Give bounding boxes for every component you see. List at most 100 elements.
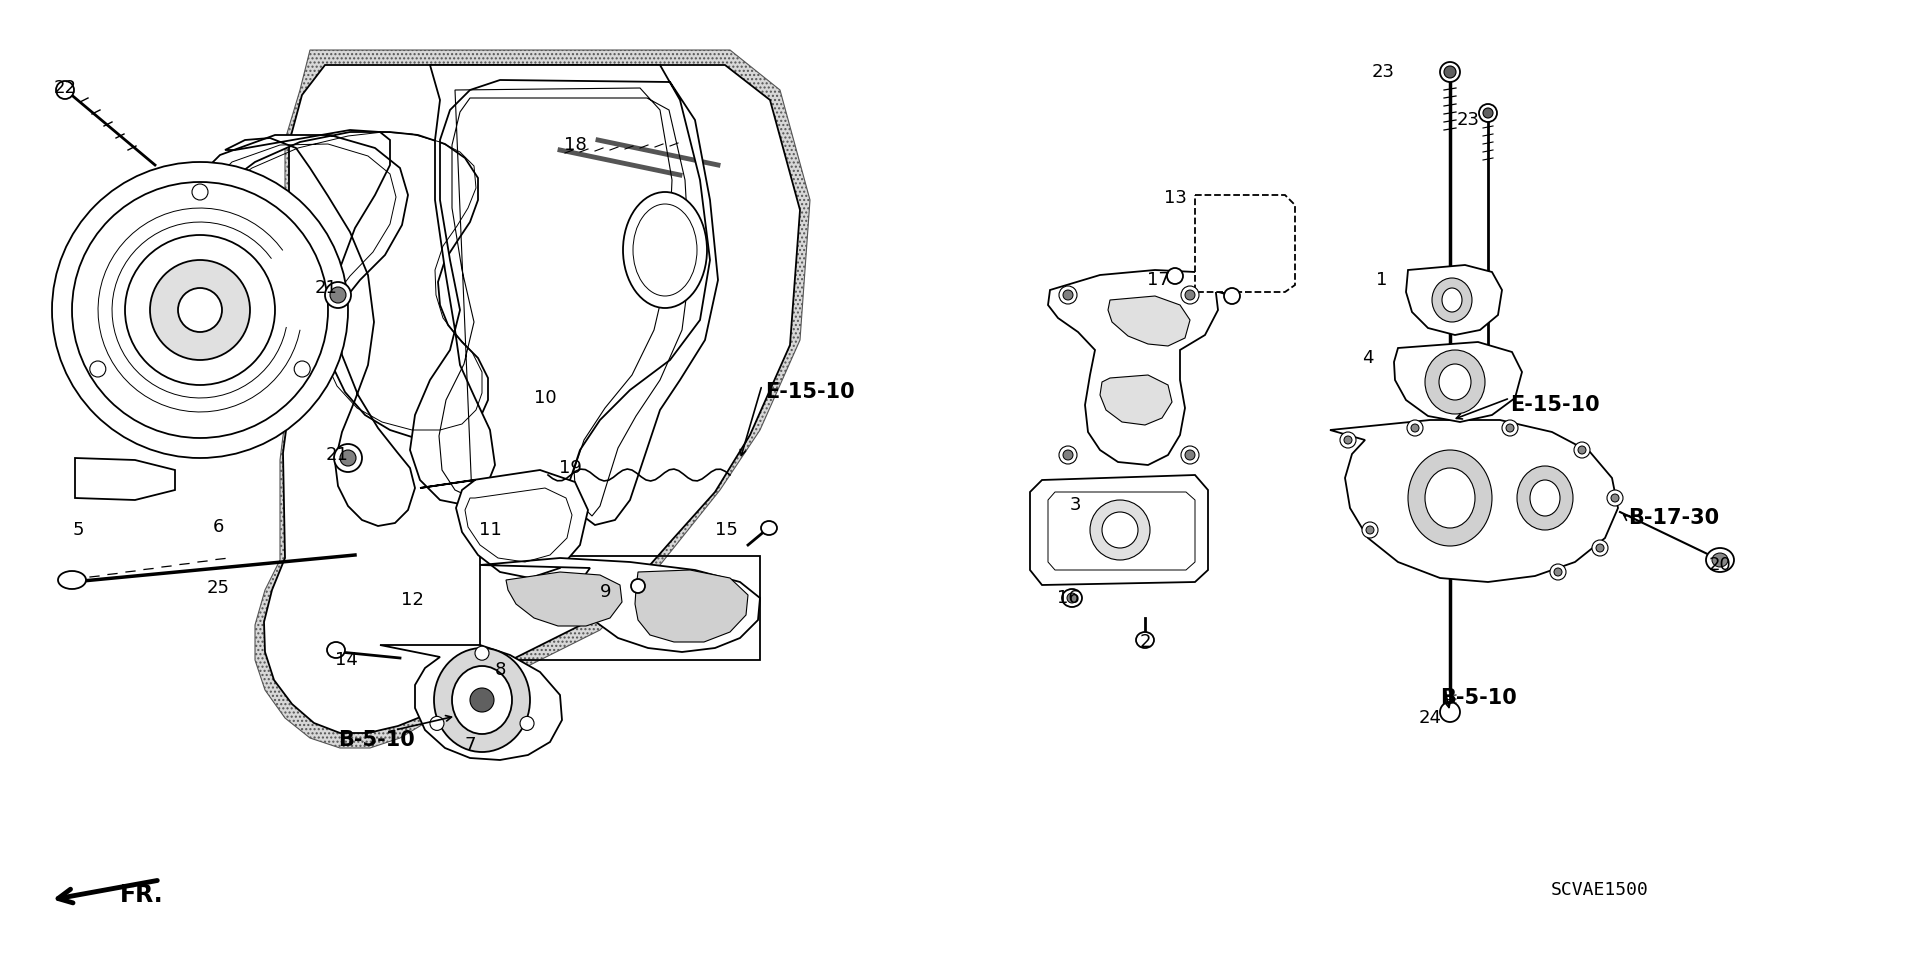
- Ellipse shape: [470, 688, 493, 712]
- Text: 23: 23: [1457, 111, 1480, 129]
- Polygon shape: [1048, 270, 1217, 465]
- Text: 21: 21: [326, 446, 348, 464]
- Polygon shape: [1405, 265, 1501, 335]
- Ellipse shape: [474, 647, 490, 660]
- Text: 18: 18: [564, 136, 586, 154]
- Ellipse shape: [1181, 446, 1198, 464]
- Text: E-15-10: E-15-10: [764, 382, 854, 402]
- Text: E-15-10: E-15-10: [1509, 395, 1599, 415]
- Polygon shape: [636, 570, 749, 642]
- Ellipse shape: [294, 361, 311, 377]
- Ellipse shape: [330, 287, 346, 303]
- Ellipse shape: [90, 361, 106, 377]
- Ellipse shape: [1432, 278, 1473, 322]
- Polygon shape: [1331, 420, 1619, 582]
- Ellipse shape: [1425, 350, 1484, 414]
- Ellipse shape: [520, 717, 534, 730]
- Ellipse shape: [1365, 526, 1375, 534]
- Text: 25: 25: [207, 579, 230, 597]
- Ellipse shape: [1442, 288, 1461, 312]
- Text: 9: 9: [601, 583, 612, 601]
- Ellipse shape: [1517, 466, 1572, 530]
- Ellipse shape: [334, 444, 363, 472]
- Ellipse shape: [1102, 512, 1139, 548]
- Text: 10: 10: [534, 389, 557, 407]
- Ellipse shape: [1340, 432, 1356, 448]
- Ellipse shape: [52, 162, 348, 458]
- Ellipse shape: [430, 717, 444, 730]
- Ellipse shape: [1344, 436, 1352, 444]
- Ellipse shape: [622, 192, 707, 308]
- Text: 24: 24: [1419, 709, 1442, 727]
- Ellipse shape: [324, 282, 351, 308]
- Text: FR.: FR.: [119, 883, 163, 907]
- Ellipse shape: [451, 666, 513, 734]
- Ellipse shape: [760, 521, 778, 535]
- Text: 12: 12: [401, 591, 424, 609]
- Ellipse shape: [1574, 442, 1590, 458]
- Ellipse shape: [1064, 450, 1073, 460]
- Polygon shape: [75, 458, 175, 500]
- Ellipse shape: [1611, 494, 1619, 502]
- Ellipse shape: [1592, 540, 1609, 556]
- Text: 19: 19: [559, 459, 582, 477]
- Text: 23: 23: [1371, 63, 1394, 81]
- Ellipse shape: [179, 288, 223, 332]
- Text: 22: 22: [54, 79, 77, 97]
- Ellipse shape: [1549, 564, 1567, 580]
- Ellipse shape: [1707, 548, 1734, 572]
- Ellipse shape: [1167, 268, 1183, 284]
- Text: 5: 5: [73, 521, 84, 539]
- Ellipse shape: [1060, 286, 1077, 304]
- Ellipse shape: [1185, 450, 1194, 460]
- Ellipse shape: [1407, 420, 1423, 436]
- Ellipse shape: [1440, 62, 1459, 82]
- Ellipse shape: [56, 81, 75, 99]
- Ellipse shape: [1068, 593, 1077, 603]
- Ellipse shape: [1425, 468, 1475, 528]
- Polygon shape: [480, 558, 760, 652]
- Ellipse shape: [1482, 108, 1494, 118]
- Text: 6: 6: [213, 518, 225, 536]
- Ellipse shape: [1185, 290, 1194, 300]
- Text: 3: 3: [1069, 496, 1081, 514]
- Ellipse shape: [1501, 420, 1519, 436]
- Text: 15: 15: [714, 521, 737, 539]
- Ellipse shape: [1713, 553, 1728, 567]
- Ellipse shape: [326, 642, 346, 658]
- Polygon shape: [1108, 296, 1190, 346]
- Ellipse shape: [73, 182, 328, 438]
- Polygon shape: [411, 65, 718, 525]
- Ellipse shape: [150, 260, 250, 360]
- Text: 11: 11: [478, 521, 501, 539]
- Ellipse shape: [1181, 286, 1198, 304]
- Text: 2: 2: [1139, 633, 1150, 651]
- Text: 4: 4: [1363, 349, 1373, 367]
- Text: 17: 17: [1146, 271, 1169, 289]
- Ellipse shape: [1553, 568, 1563, 576]
- Text: 21: 21: [315, 279, 338, 297]
- Text: SCVAE1500: SCVAE1500: [1551, 881, 1649, 899]
- Polygon shape: [380, 645, 563, 760]
- Polygon shape: [255, 50, 810, 748]
- Ellipse shape: [1361, 522, 1379, 538]
- Ellipse shape: [434, 648, 530, 752]
- Ellipse shape: [1578, 446, 1586, 454]
- Ellipse shape: [1062, 589, 1083, 607]
- Text: B-5-10: B-5-10: [338, 730, 415, 750]
- Text: 14: 14: [334, 651, 357, 669]
- Polygon shape: [507, 572, 622, 626]
- Ellipse shape: [192, 184, 207, 200]
- Ellipse shape: [1064, 290, 1073, 300]
- Ellipse shape: [1407, 450, 1492, 546]
- Text: B-5-10: B-5-10: [1440, 688, 1517, 708]
- Ellipse shape: [1478, 104, 1498, 122]
- Text: B-17-30: B-17-30: [1628, 508, 1718, 528]
- Polygon shape: [265, 65, 801, 733]
- Ellipse shape: [1596, 544, 1603, 552]
- Ellipse shape: [1530, 480, 1559, 516]
- Ellipse shape: [1444, 66, 1455, 78]
- Polygon shape: [420, 470, 588, 578]
- Ellipse shape: [125, 235, 275, 385]
- Text: 13: 13: [1164, 189, 1187, 207]
